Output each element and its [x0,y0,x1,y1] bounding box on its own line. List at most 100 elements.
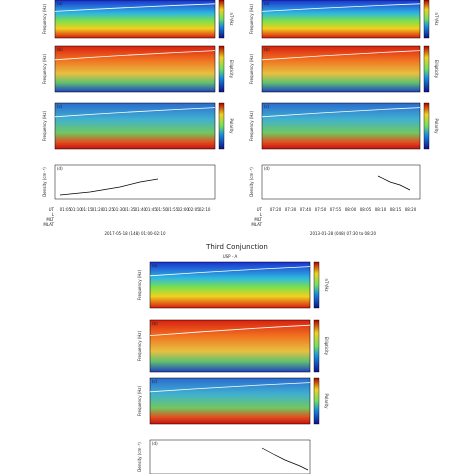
spectrogram [54,102,216,150]
y-axis-label: Density (cm⁻³) [42,167,47,197]
row-name: MLT [46,217,54,222]
panel-label: (d) [152,441,158,446]
time-label: 02:05 [188,207,200,212]
cyclotron-line [261,50,421,61]
y-axis-label: Density (cm⁻³) [137,442,142,472]
spectrogram [261,0,421,39]
caption: 2017-05-18 (148) 01:00-02:10 [104,231,165,236]
panel-label: (b) [152,321,158,326]
y-axis-label: Frequency (Hz) [42,3,47,34]
cyclotron-line [149,266,311,277]
y-axis-label: Frequency (Hz) [137,385,142,416]
spectrogram [149,377,311,425]
row-name: L [260,212,263,217]
colorbar-label: Polarity [434,119,439,135]
colorbar [313,319,320,373]
spectrogram [261,45,421,93]
colorbar [423,0,430,39]
colorbar-label: nT²/Hz [229,12,234,25]
row-name: MLAT [251,222,262,227]
panel-label: (b) [264,47,270,52]
caption: 2013-01-28 (048) 07:30 to 08:20 [310,231,377,236]
cyclotron-line [149,324,311,336]
density-trace [377,175,411,191]
time-label: 01:35 [124,207,136,212]
colorbar-label: Ellipticity [434,60,439,79]
time-label: 01:50 [156,207,168,212]
time-label: 01:30 [113,207,125,212]
colorbar-label: Polarity [324,394,329,410]
cyclotron-line [54,3,216,12]
colorbar [218,0,225,39]
colorbar-label: nT²/Hz [324,278,329,291]
panel-label: (c) [264,104,270,109]
y-axis-label: Frequency (Hz) [249,110,254,141]
time-label: 07:40 [300,207,312,212]
y-axis-label: Density (cm⁻³) [249,167,254,197]
cyclotron-line [261,107,421,118]
time-label: 08:05 [360,207,372,212]
colorbar [423,45,430,93]
time-label: 07:30 [285,207,297,212]
time-label: 08:00 [345,207,357,212]
y-axis-label: Frequency (Hz) [42,53,47,84]
spectrogram [149,261,311,309]
cyclotron-line [54,50,216,61]
y-axis-label: Frequency (Hz) [137,269,142,300]
panel-label: (a) [152,263,158,268]
y-axis-label: Frequency (Hz) [137,330,142,361]
colorbar-label: Polarity [229,119,234,135]
density-panel [54,164,216,200]
panel-label: (a) [57,1,63,6]
time-label: 07:55 [330,207,342,212]
time-label: 01:15 [81,207,93,212]
panel-label: (c) [152,379,158,384]
time-label: 01:10 [70,207,82,212]
colorbar [218,45,225,93]
colorbar [313,377,320,425]
density-panel [261,164,421,200]
colorbar-label: nT²/Hz [434,12,439,25]
row-name: L [52,212,55,217]
time-label: 08:20 [405,207,417,212]
time-label: 01:20 [92,207,104,212]
colorbar-label: Ellipticity [229,60,234,79]
density-trace [59,178,159,196]
density-panel [149,439,311,474]
panel-label: (c) [57,104,63,109]
spectrogram [54,0,216,39]
panel-label: (a) [264,1,270,6]
spectrogram [149,319,311,373]
panel-label: (d) [57,166,63,171]
spectrogram [54,45,216,93]
panel-label: (d) [264,166,270,171]
row-name: MLAT [43,222,54,227]
colorbar-label: Ellipticity [324,337,329,356]
colorbar [423,102,430,150]
bottom-title: USP - A [223,254,238,259]
time-label: 01:25 [102,207,114,212]
density-trace [261,447,309,471]
time-label: 01:45 [145,207,157,212]
cyclotron-line [261,3,421,12]
row-name: UT [49,207,55,212]
time-label: 08:10 [375,207,387,212]
y-axis-label: Frequency (Hz) [249,3,254,34]
section-title: Third Conjunction [205,243,268,251]
time-label: 01:40 [135,207,147,212]
y-axis-label: Frequency (Hz) [249,53,254,84]
time-label: 07:50 [315,207,327,212]
y-axis-label: Frequency (Hz) [42,110,47,141]
time-label: 01:55 [167,207,179,212]
time-label: 08:15 [390,207,402,212]
colorbar [313,261,320,309]
time-label: 02:10 [199,207,211,212]
cyclotron-line [149,382,311,393]
spectrogram [261,102,421,150]
panel-label: (b) [57,47,63,52]
time-label: 07:20 [270,207,282,212]
colorbar [218,102,225,150]
time-label: 01:05 [60,207,72,212]
row-name: MLT [254,217,262,222]
